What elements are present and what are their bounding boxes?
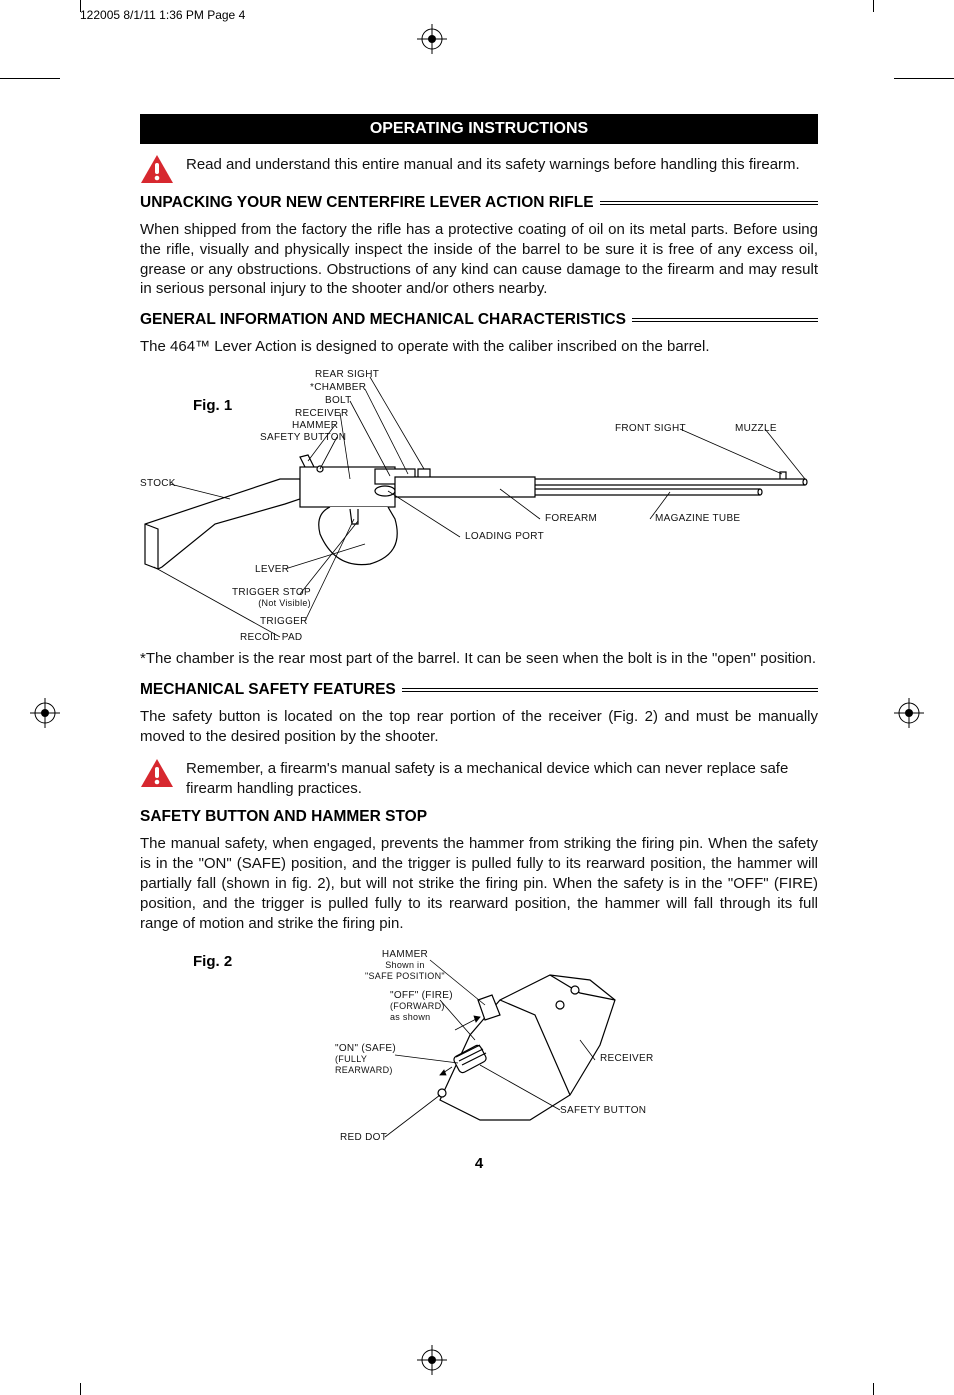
registration-mark-left [30,698,60,728]
callout-magazine-tube: MAGAZINE TUBE [655,513,740,524]
crop-line [0,78,60,79]
section-title-mechanical: MECHANICAL SAFETY FEATURES [140,681,818,699]
callout-forearm: FOREARM [545,513,597,524]
callout-muzzle: MUZZLE [735,423,777,434]
receiver-diagram [140,945,818,1155]
figure-2: Fig. 2 [140,945,818,1155]
title-rule [600,201,818,205]
body-text: The manual safety, when engaged, prevent… [140,834,818,933]
callout-red-dot: RED DOT [340,1132,387,1143]
registration-mark-right [894,698,924,728]
callout-loading-port: LOADING PORT [465,531,544,542]
section-title-text: GENERAL INFORMATION AND MECHANICAL CHARA… [140,311,626,329]
warning-text: Remember, a firearm's manual safety is a… [186,758,818,798]
body-text: When shipped from the factory the rifle … [140,220,818,299]
section-title-text: UNPACKING YOUR NEW CENTERFIRE LEVER ACTI… [140,194,594,212]
section-title-text: MECHANICAL SAFETY FEATURES [140,681,396,699]
callout-trigger-stop: TRIGGER STOP(Not Visible) [232,587,311,609]
warning-block-1: Read and understand this entire manual a… [140,154,818,184]
callout-receiver: RECEIVER [600,1053,654,1064]
callout-stock: STOCK [140,478,176,489]
callout-on-safe: "ON" (SAFE) (FULLY REARWARD) [335,1043,396,1076]
registration-mark-bottom [417,1345,447,1375]
warning-icon [140,154,174,184]
section-title-text: SAFETY BUTTON AND HAMMER STOP [140,808,427,826]
callout-lever: LEVER [255,564,289,575]
warning-icon [140,758,174,788]
callout-hammer: HAMMER [292,420,338,431]
section-title-safety-button: SAFETY BUTTON AND HAMMER STOP [140,808,818,826]
warning-text: Read and understand this entire manual a… [186,154,800,175]
registration-mark-top [417,24,447,54]
crop-line [80,0,81,12]
page-content: OPERATING INSTRUCTIONS Read and understa… [140,114,818,1172]
main-header: OPERATING INSTRUCTIONS [140,114,818,144]
callout-hammer: HAMMER Shown in "SAFE POSITION" [365,949,445,982]
crop-line [873,1383,874,1395]
body-text: The safety button is located on the top … [140,707,818,747]
callout-safety-button: SAFETY BUTTON [260,432,346,443]
callout-bolt: BOLT [325,395,352,406]
section-title-unpacking: UNPACKING YOUR NEW CENTERFIRE LEVER ACTI… [140,194,818,212]
crop-line [80,1383,81,1395]
body-text: The 464™ Lever Action is designed to ope… [140,337,818,357]
title-rule [632,318,818,322]
crop-line [873,0,874,12]
warning-block-2: Remember, a firearm's manual safety is a… [140,758,818,798]
callout-front-sight: FRONT SIGHT [615,423,686,434]
section-title-general: GENERAL INFORMATION AND MECHANICAL CHARA… [140,311,818,329]
callout-recoil-pad: RECOIL PAD [240,632,302,643]
callout-receiver: RECEIVER [295,408,349,419]
callout-trigger: TRIGGER [260,616,308,627]
chamber-note: *The chamber is the rear most part of th… [140,649,818,669]
figure-1: Fig. 1 [140,369,818,649]
callout-rear-sight: REAR SIGHT [315,369,379,380]
print-slug: 122005 8/1/11 1:36 PM Page 4 [80,8,245,22]
title-rule [402,688,818,692]
callout-safety-button: SAFETY BUTTON [560,1105,646,1116]
callout-chamber: *CHAMBER [310,382,366,393]
crop-line [894,78,954,79]
callout-off-fire: "OFF" (FIRE) (FORWARD) as shown [390,990,453,1023]
page-number: 4 [140,1155,818,1172]
